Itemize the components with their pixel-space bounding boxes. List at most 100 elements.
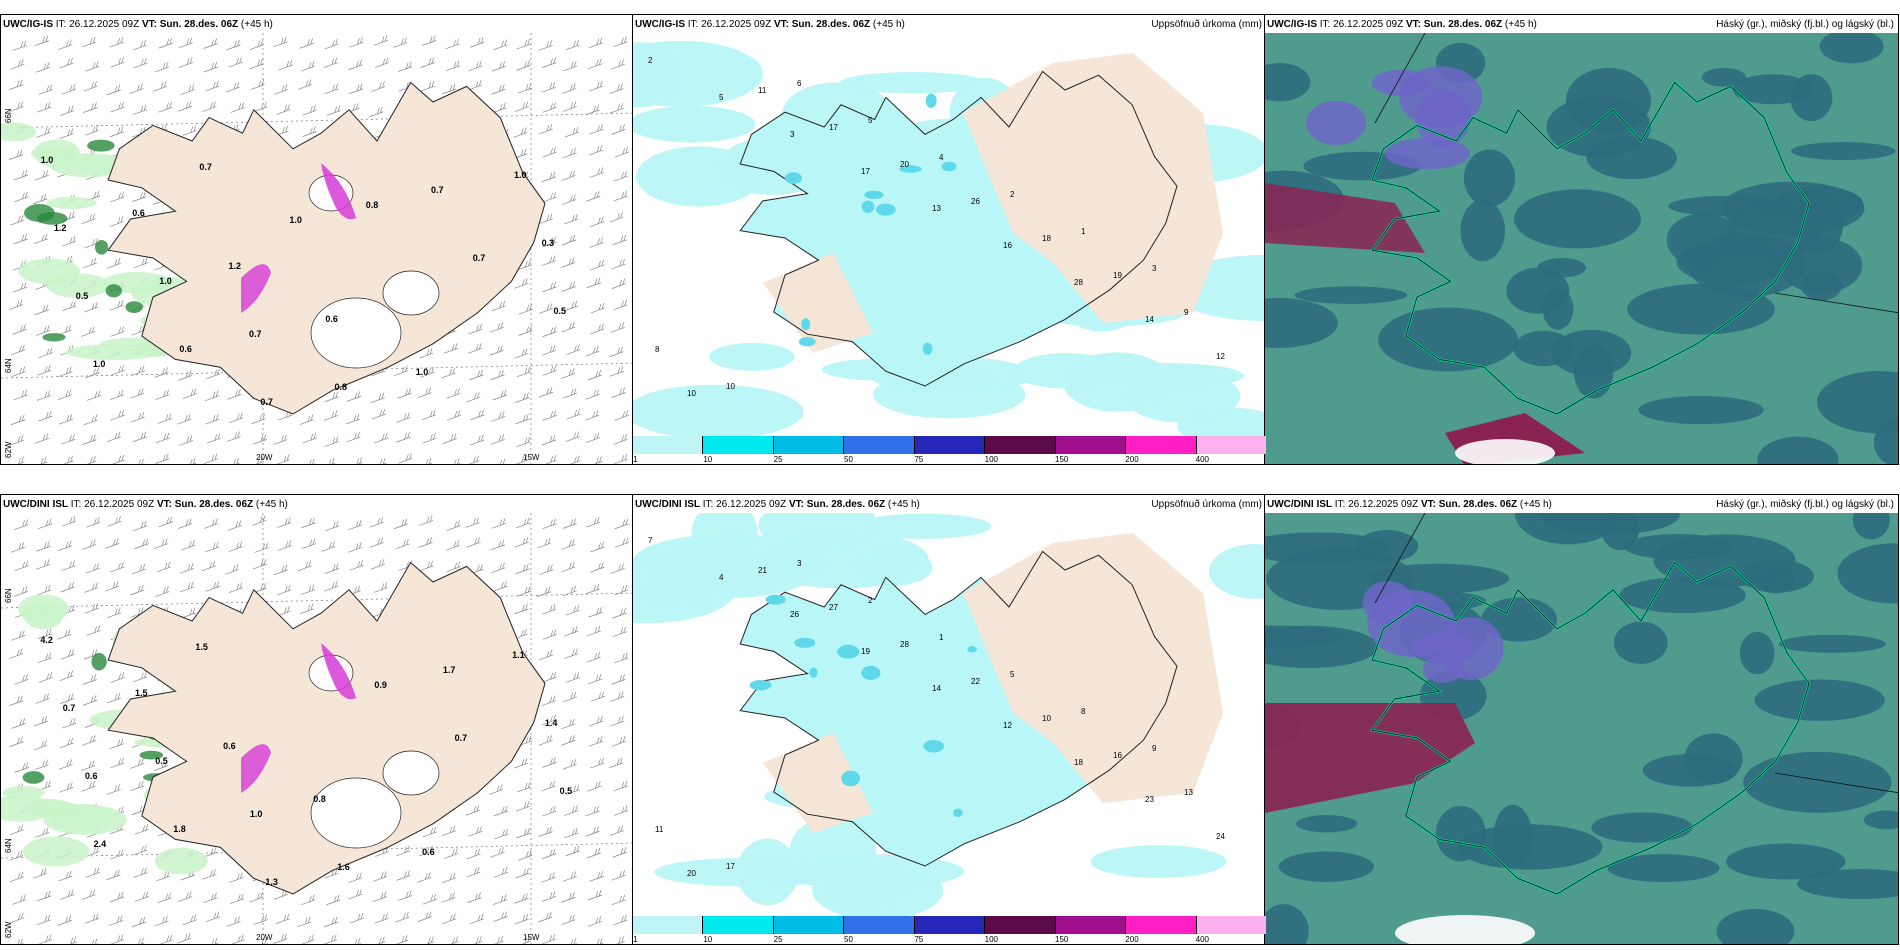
precip-heavy: [241, 264, 271, 313]
lat-label: 64N: [4, 358, 13, 373]
graticule-line: [1, 362, 634, 379]
wind-map: 1.0 0.6 1.2 0.6 1.0 1.0 1.2 1.0 0.7 0.8 0.7 0.3 0.5 0…: [1, 33, 634, 464]
wind-barb: [518, 304, 533, 315]
wind-barb: [516, 517, 531, 529]
wind-barb: [83, 81, 98, 92]
wind-barb: [205, 581, 220, 592]
wind-barb: [11, 414, 26, 426]
colorbar-cells: [633, 916, 1266, 934]
wind-barb: [491, 562, 506, 574]
wind-barb: [612, 847, 628, 858]
wind-barb: [297, 79, 313, 90]
wind-barb: [38, 84, 53, 95]
low-cloud: [1754, 679, 1885, 721]
colorbar-tick: 150: [1055, 455, 1069, 464]
wind-barb: [613, 453, 629, 464]
wind-barb: [585, 805, 600, 817]
precip-core: [923, 739, 945, 753]
wind-barb: [157, 413, 173, 424]
wind-barb: [323, 57, 338, 68]
wind-barb: [418, 537, 433, 548]
wind-barb: [542, 848, 557, 860]
wind-barb: [38, 934, 53, 944]
wind-barb: [205, 911, 221, 922]
wind-barb: [374, 432, 389, 444]
wind-barb: [133, 844, 148, 856]
lat-label: 62W: [4, 921, 13, 938]
colorbar-ticks: 1 10 25 50 75 100 150 200 400: [633, 934, 1266, 944]
wind-barb: [158, 38, 173, 49]
wind-barb: [154, 367, 169, 378]
wind-barb: [61, 516, 77, 527]
wind-barb: [86, 455, 97, 464]
wind-barb: [40, 456, 48, 464]
colorbar-cell: [773, 916, 845, 934]
wind-barb: [444, 848, 459, 859]
precip-area: [1090, 845, 1227, 878]
wind-barb: [86, 517, 101, 528]
wind-barb: [84, 913, 100, 924]
wind-barb: [489, 345, 504, 356]
colorbar-cell: [844, 916, 915, 934]
wind-barb: [348, 59, 363, 71]
wind-barb: [300, 60, 316, 72]
wind-barb: [398, 453, 413, 464]
precip-value-label: 2: [648, 56, 653, 65]
wind-barb: [587, 369, 602, 381]
wind-barb: [349, 560, 364, 571]
colorbar-tick: 10: [703, 935, 713, 944]
precip-value-label: 4: [719, 573, 724, 582]
precip-value-label: 2: [1010, 190, 1015, 199]
wind-barb: [109, 738, 124, 750]
wind-barb: [109, 216, 125, 227]
precip-value-label: 10: [687, 389, 696, 398]
low-cloud: [1873, 419, 1898, 464]
wind-barb: [441, 892, 456, 903]
wind-barb: [133, 671, 148, 683]
wind-barb: [561, 539, 576, 550]
wind-barb: [542, 671, 557, 683]
colorbar-tick: 100: [984, 455, 999, 464]
wind-barb: [562, 147, 577, 159]
wind-barb: [133, 867, 148, 878]
wind-barb: [62, 300, 77, 312]
precip-blob: [23, 602, 63, 630]
wind-barb: [275, 913, 291, 925]
wind-barb: [491, 300, 506, 312]
wind-barb: [152, 81, 168, 92]
low-cloud: [1607, 854, 1720, 883]
wind-barb: [155, 61, 170, 73]
wind-barb: [393, 37, 408, 48]
wind-barb: [84, 301, 99, 313]
wind-barb: [611, 736, 627, 747]
wind-barb: [36, 325, 51, 336]
wind-barb: [35, 62, 51, 73]
precip-value-label: 19: [861, 647, 870, 656]
precip-core: [809, 667, 818, 678]
wind-barb: [110, 326, 125, 337]
wind-value-label: 2.4: [94, 839, 107, 849]
wind-barb: [561, 281, 576, 292]
wind-barb: [277, 517, 292, 528]
precip-blob: [154, 847, 208, 875]
wind-barb: [176, 933, 192, 944]
wind-barb: [105, 538, 120, 549]
wind-barb: [109, 36, 124, 48]
wind-barb: [178, 435, 194, 446]
wind-value-label: 1.8: [173, 824, 186, 834]
wind-barb: [613, 36, 628, 47]
wind-barb: [159, 934, 173, 944]
wind-barb: [58, 414, 74, 425]
wind-barb: [57, 915, 72, 926]
wind-barb: [61, 434, 76, 445]
wind-barb: [470, 434, 485, 446]
wind-barb: [356, 457, 363, 464]
wind-value-label: 0.9: [374, 680, 387, 690]
colorbar-cell: [985, 916, 1056, 934]
wind-barb: [86, 390, 102, 401]
wind-barb: [561, 561, 576, 573]
panel-header: UWC/DINI ISL IT: 26.12.2025 09Z VT: Sun.…: [1267, 499, 1552, 510]
wind-barb: [542, 518, 557, 530]
mid-cloud: [1265, 703, 1475, 813]
wind-barb: [589, 237, 604, 248]
